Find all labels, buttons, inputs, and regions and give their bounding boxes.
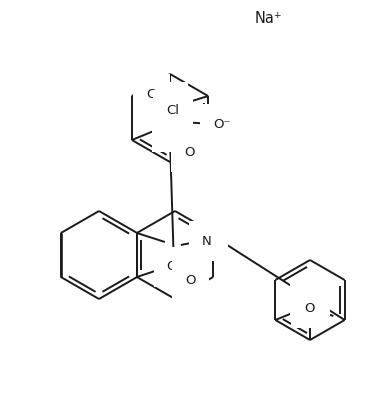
Text: N: N xyxy=(202,234,212,247)
Text: O: O xyxy=(185,275,196,288)
Text: O: O xyxy=(304,301,315,314)
Text: Na⁺: Na⁺ xyxy=(254,11,282,26)
Text: O: O xyxy=(147,87,157,100)
Text: N: N xyxy=(165,126,175,139)
Text: Cl: Cl xyxy=(166,104,179,117)
Text: N: N xyxy=(165,95,175,108)
Text: OH: OH xyxy=(167,260,187,273)
Text: S: S xyxy=(170,115,178,129)
Text: Cl: Cl xyxy=(303,296,317,309)
Text: O⁻: O⁻ xyxy=(213,117,230,130)
Text: O: O xyxy=(185,145,195,158)
Text: H: H xyxy=(209,236,217,246)
